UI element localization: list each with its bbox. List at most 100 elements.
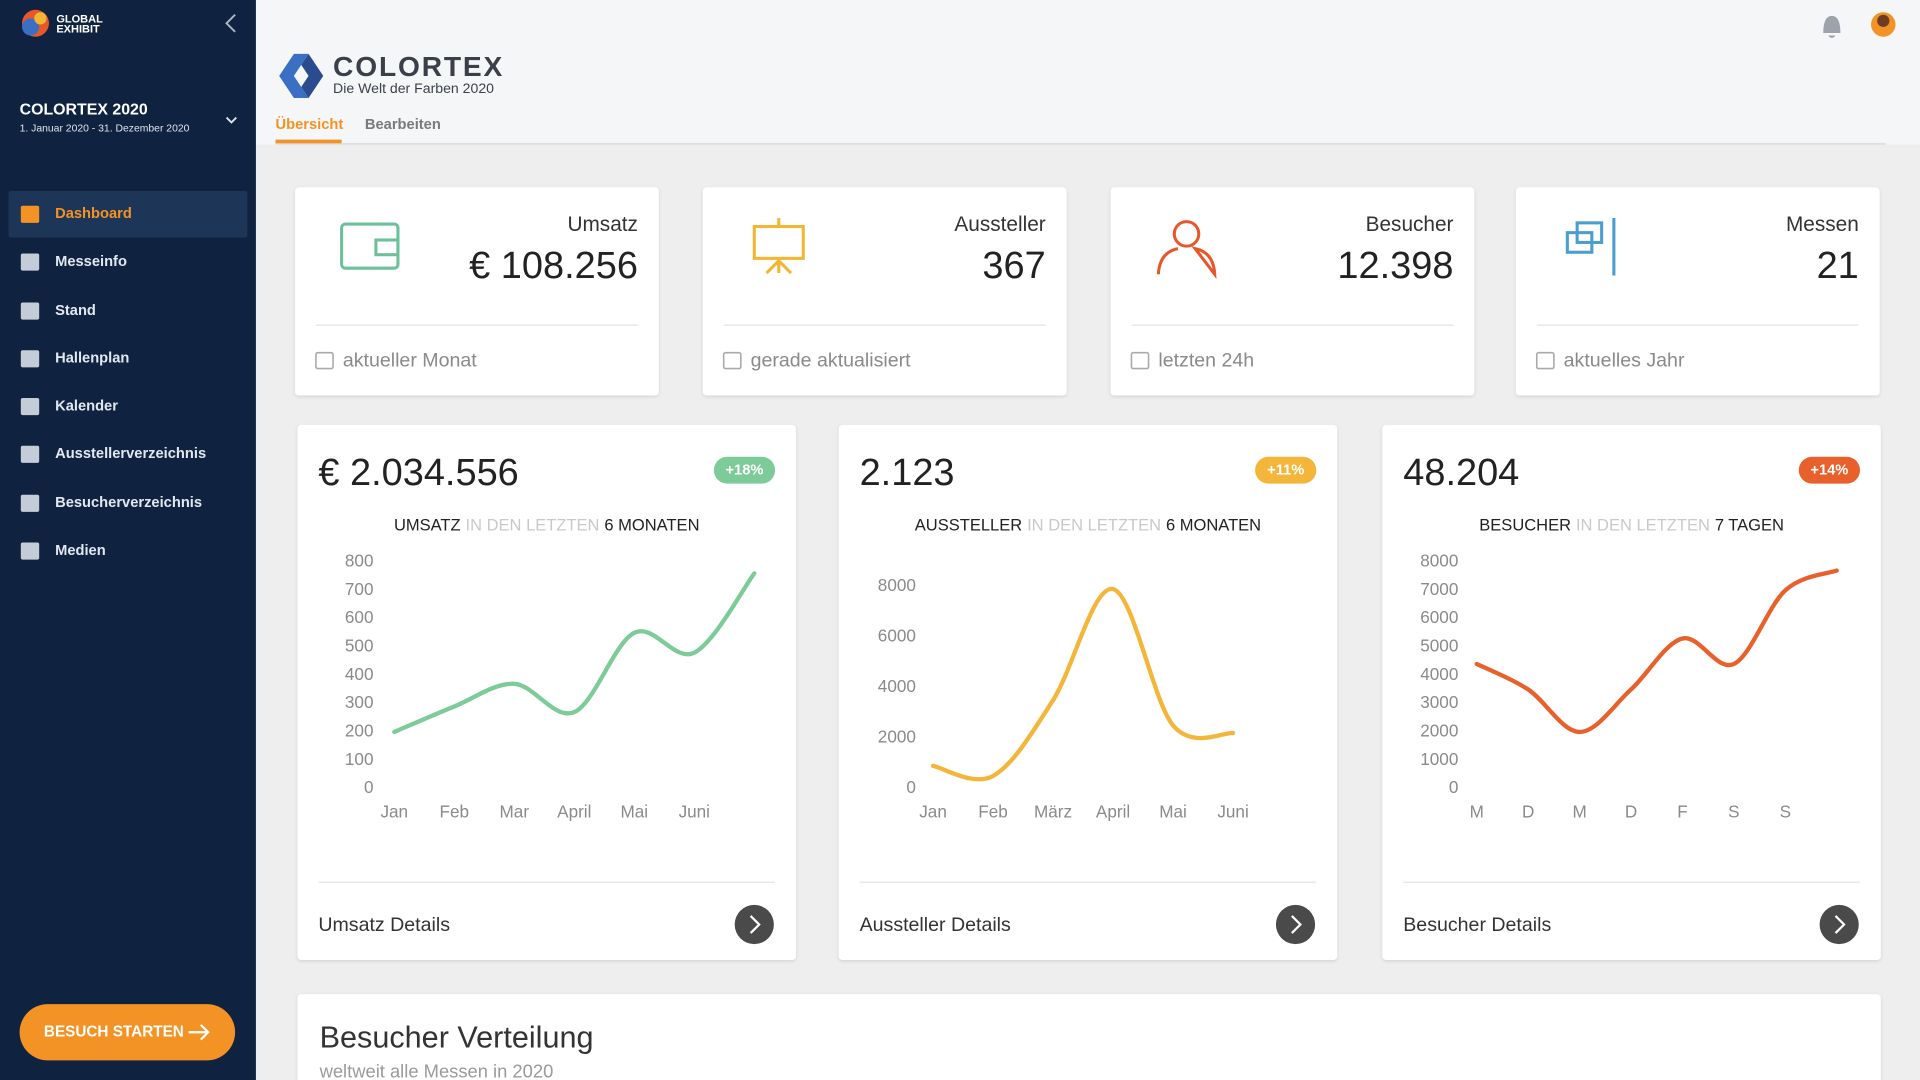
chart-title-part: 6 MONATEN [1166,516,1261,535]
menu-item[interactable]: Medien [55,543,106,559]
stat-footer-icon [1535,351,1555,370]
y-tick-label: 6000 [1420,607,1458,627]
y-tick-label: 0 [906,777,916,797]
event-title: COLORTEX 2020 [20,101,148,118]
colortex-title: COLORTEX [333,51,504,82]
stat-value: 21 [1817,245,1859,287]
chart-line [392,571,757,735]
x-tick-label: März [1034,802,1072,822]
event-dates: 1. Januar 2020 - 31. Dezember 2020 [20,123,190,134]
chart-title-part: BESUCHER [1479,516,1571,535]
menu-item[interactable]: Ausstellerverzeichnis [55,446,206,462]
details-arrow [1834,915,1846,934]
colortex-logo [279,53,309,98]
start-button[interactable] [19,1004,236,1061]
details-button[interactable] [1819,904,1859,945]
x-tick-label: April [1096,802,1130,822]
header-bg [255,0,1920,145]
y-tick-label: 3000 [1420,692,1458,712]
details-button[interactable] [734,904,774,945]
x-tick-label: M [1470,802,1484,822]
details-arrow [1291,915,1302,934]
stat-footer: aktuelles Jahr [1564,349,1685,371]
chart-badge-label: +18% [725,463,763,479]
tab[interactable]: Bearbeiten [365,117,441,133]
y-tick-label: 700 [345,579,374,599]
chart-title-part: 6 MONATEN [604,516,699,535]
stat-icon [1172,220,1201,248]
stat-footer: gerade aktualisiert [751,349,912,371]
section-subtitle: weltweit alle Messen in 2020 [319,1060,554,1080]
colortex-logo-part [301,53,324,98]
chart-total: 48.204 [1403,452,1519,494]
y-tick-label: 7000 [1420,579,1458,599]
details-button[interactable] [1275,904,1316,945]
colortex-subtitle: Die Welt der Farben 2020 [333,80,494,96]
y-tick-label: 2000 [878,727,916,747]
start-button-arrow [188,1024,210,1041]
x-tick-label: Jan [380,802,408,822]
stat-card [702,187,1067,396]
start-button-label: BESUCH STARTEN [44,1023,184,1040]
chart-footer[interactable]: Aussteller Details [860,914,1011,936]
stat-value: 12.398 [1337,245,1453,287]
chart-badge [1798,456,1860,484]
menu-icon [20,302,40,320]
x-tick-label: S [1780,802,1791,822]
x-tick-label: Mai [620,802,648,822]
menu-item[interactable]: Dashboard [55,206,132,222]
stat-footer-icon [722,351,742,370]
menu-item[interactable]: Besucherverzeichnis [55,495,202,511]
x-tick-label: April [557,802,591,822]
y-tick-label: 0 [364,777,374,797]
stat-footer: letzten 24h [1158,349,1254,371]
chart-badge-label: +11% [1267,463,1304,479]
stat-value: 367 [982,245,1045,287]
menu-item[interactable]: Kalender [55,398,118,414]
chart-total: 2.123 [860,452,955,494]
x-tick-label: M [1572,802,1586,822]
chart-total: € 2.034.556 [318,452,518,494]
avatar-face [1877,14,1890,27]
stat-icon-part [374,238,400,257]
menu-item[interactable]: Messeinfo [55,254,127,270]
brand-text: EXHIBIT [56,23,100,35]
event-dropdown[interactable] [225,116,237,124]
menu-icon [20,542,40,560]
x-tick-label: D [1625,802,1637,822]
brand-text: GLOBAL [56,13,103,25]
y-tick-label: 8000 [1420,551,1458,571]
y-tick-label: 500 [345,636,374,656]
menu-icon [20,445,40,463]
chart-badge-label: +14% [1810,463,1848,479]
brand-logo-part [22,18,40,36]
stat-footer-icon [1130,351,1150,370]
y-tick-label: 4000 [1420,664,1458,684]
x-tick-label: S [1728,802,1739,822]
y-tick-label: 4000 [878,676,916,696]
notification-icon[interactable] [1823,15,1841,38]
chart-title-part: UMSATZ [394,516,461,535]
menu: Dashboard Messeinfo Stand Hallenplan Kalende… [8,191,248,560]
menu-item[interactable]: Stand [55,303,96,319]
charts: € 2.034.556 +18% UMSATZ IN DEN LETZTEN 6 MON… [297,424,1881,960]
stat-value: € 108.256 [469,245,638,287]
chart-footer[interactable]: Umsatz Details [318,914,450,936]
x-tick-label: Mai [1159,802,1187,822]
collapse-button[interactable] [225,14,236,33]
chart-card [838,424,1338,960]
menu-icon [20,253,40,271]
stat-footer: aktueller Monat [343,349,477,371]
chart-footer[interactable]: Besucher Details [1403,914,1551,936]
chart-title: BESUCHER IN DEN LETZTEN 7 TAGEN [1479,516,1784,535]
stat-label: Aussteller [954,213,1045,236]
menu-icon [20,205,40,223]
menu-item[interactable]: Hallenplan [55,351,129,367]
y-tick-label: 100 [345,749,374,769]
chart-line [1474,568,1839,735]
stat-icon-part [765,217,793,275]
x-tick-label: D [1522,802,1534,822]
chart-title-part: IN DEN LETZTEN [1576,516,1710,535]
tab-active[interactable]: Übersicht [276,116,344,133]
